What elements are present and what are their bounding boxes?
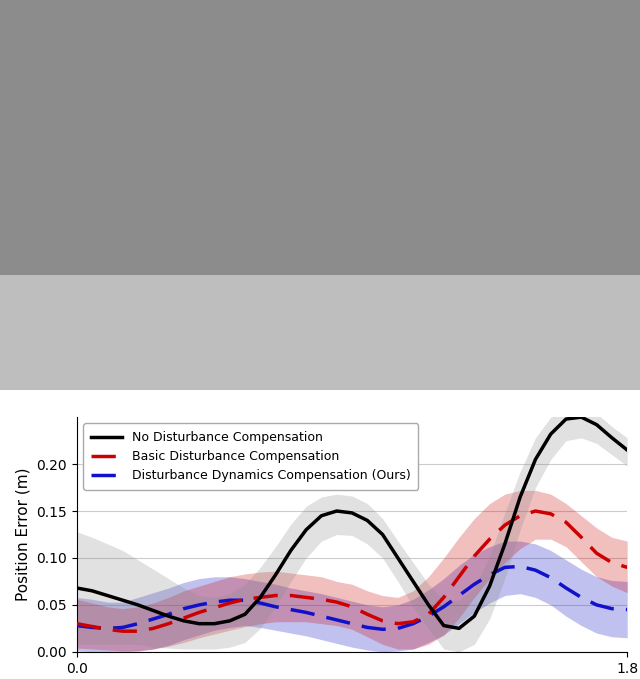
Y-axis label: Position Error (m): Position Error (m) [16,468,31,601]
Legend: No Disturbance Compensation, Basic Disturbance Compensation, Disturbance Dynamic: No Disturbance Compensation, Basic Distu… [83,424,418,490]
